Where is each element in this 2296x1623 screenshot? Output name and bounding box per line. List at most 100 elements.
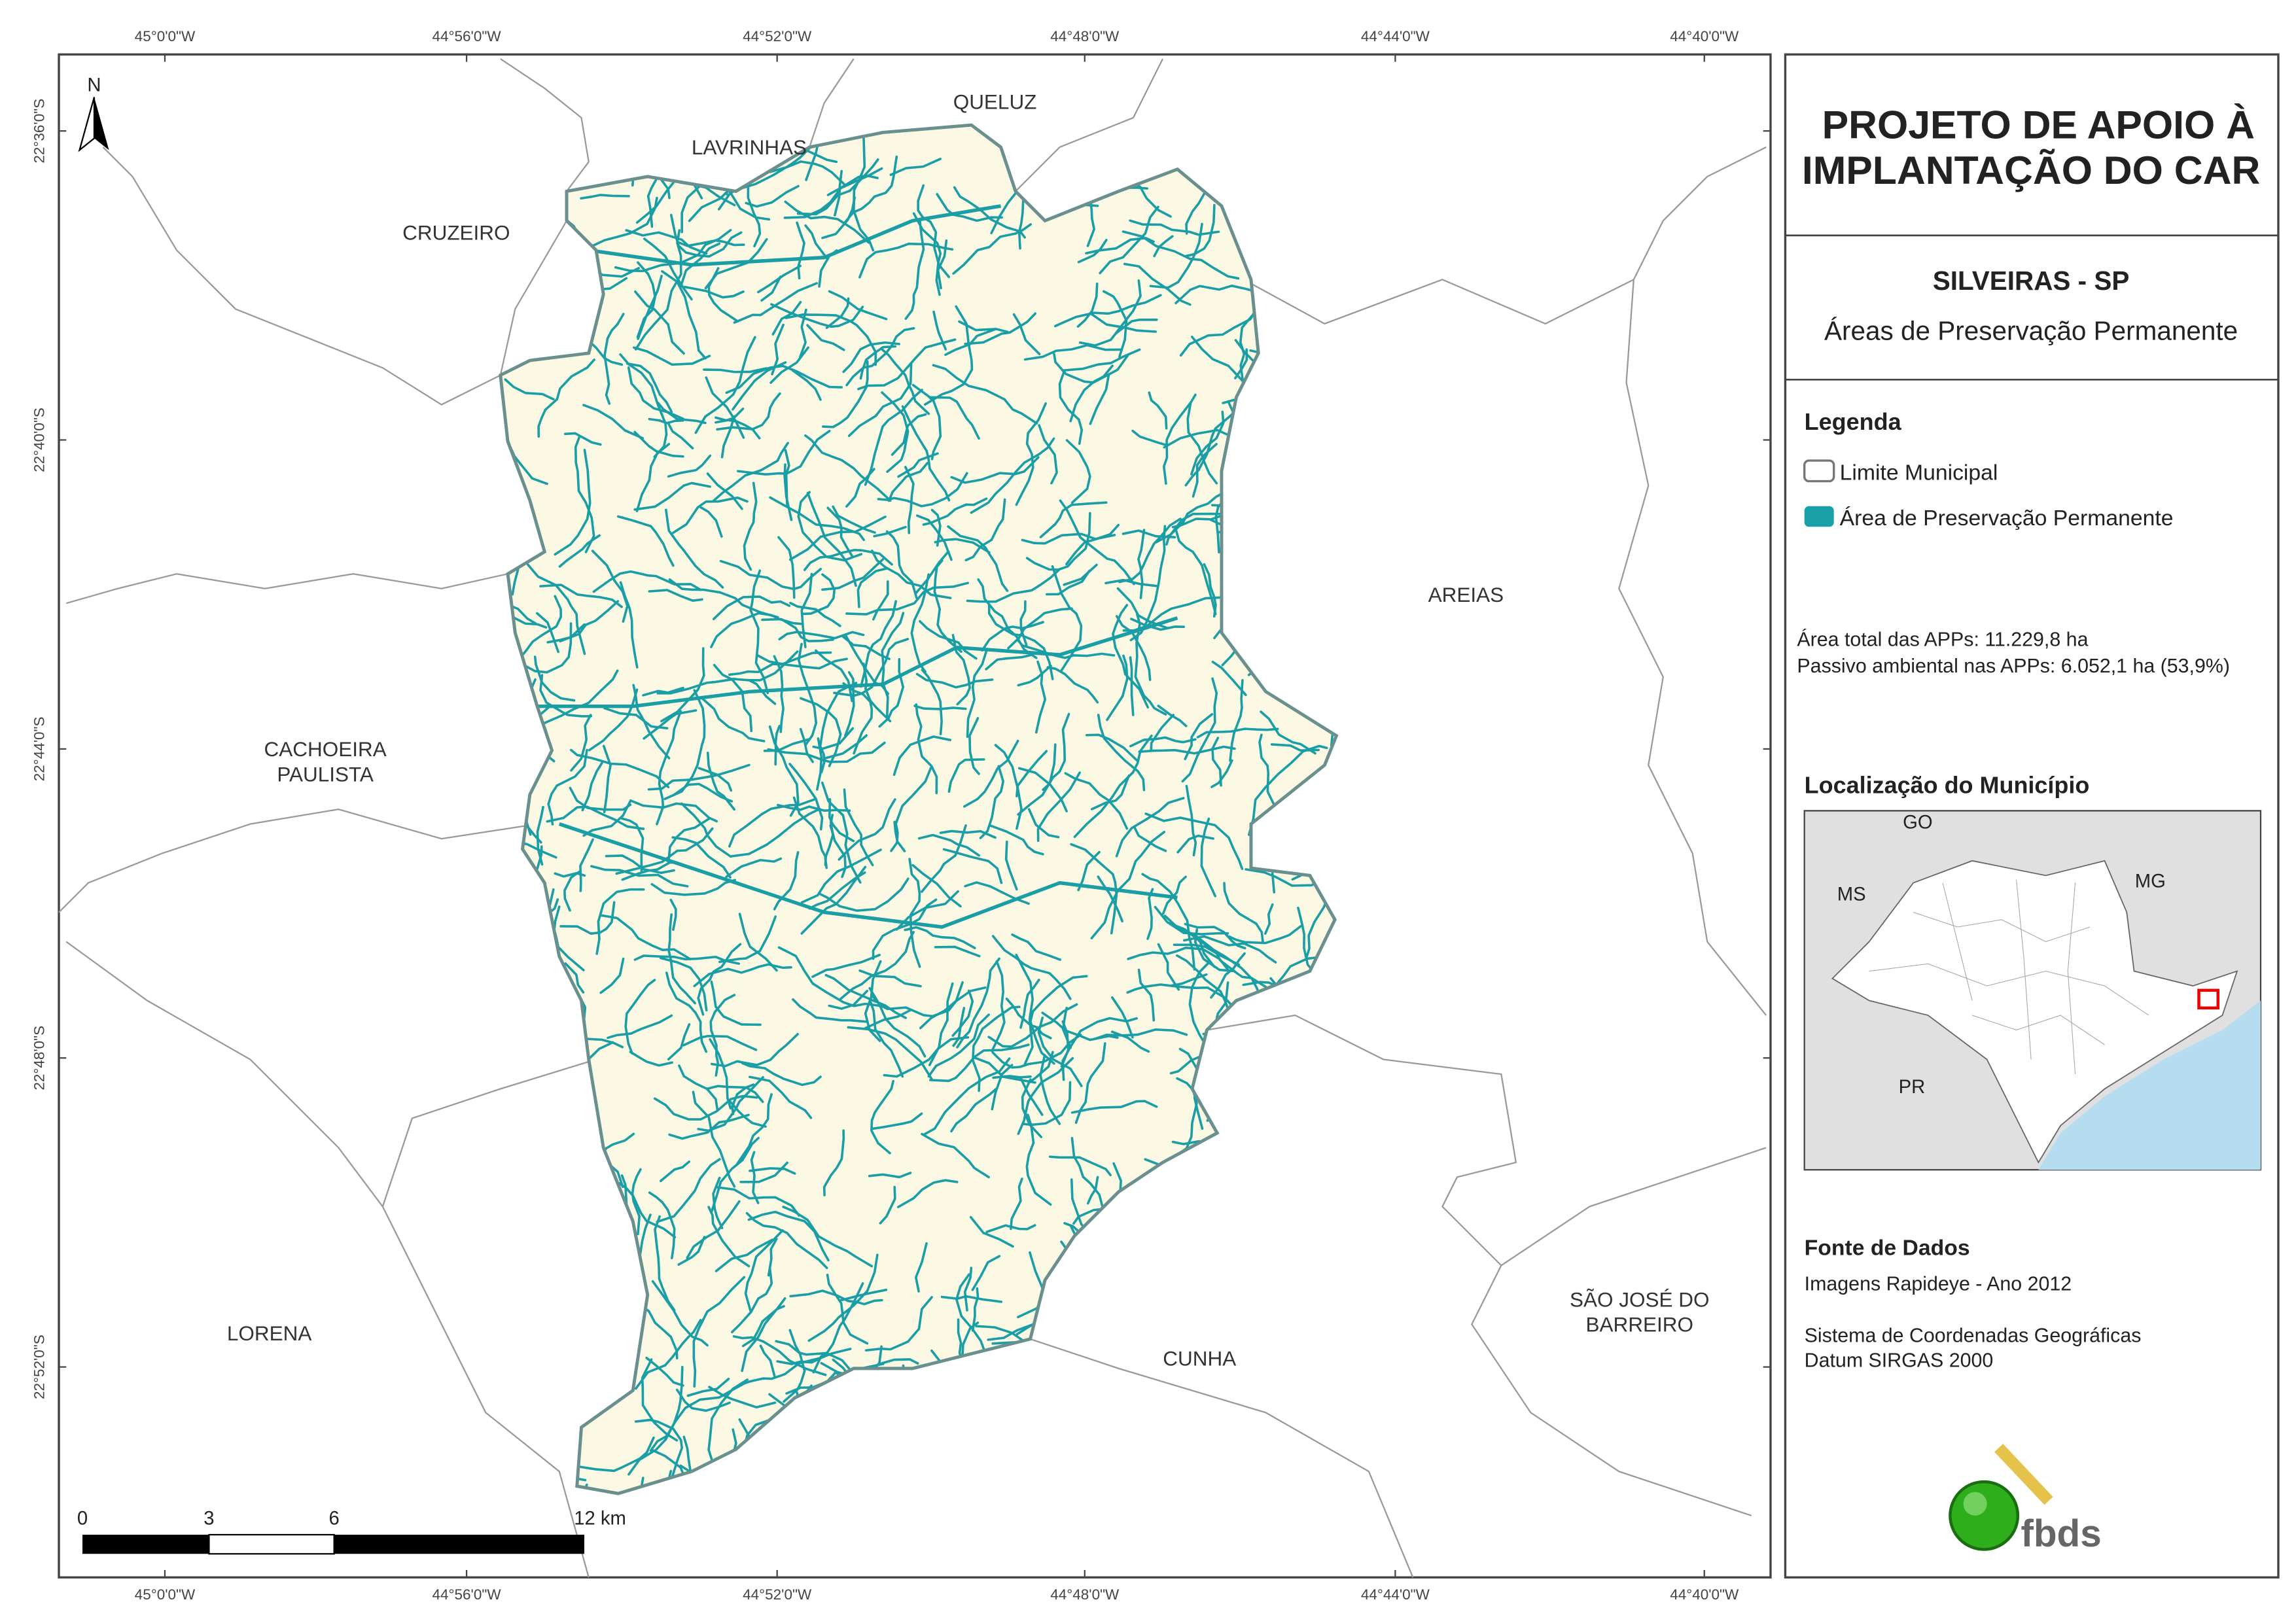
river xyxy=(1015,953,1034,1066)
river xyxy=(828,989,869,1010)
river xyxy=(789,1289,883,1306)
river xyxy=(889,158,942,177)
river xyxy=(675,1388,731,1412)
river xyxy=(582,404,645,440)
river xyxy=(1223,882,1264,943)
river xyxy=(760,275,782,302)
river xyxy=(749,1075,813,1119)
river xyxy=(1064,772,1129,830)
river xyxy=(574,435,595,553)
river xyxy=(1234,348,1248,379)
river xyxy=(963,1266,973,1312)
river xyxy=(989,824,1044,856)
source-line: Imagens Rapideye - Ano 2012 xyxy=(1805,1274,2072,1295)
river xyxy=(969,1215,1014,1248)
river xyxy=(1073,734,1153,838)
river xyxy=(1169,1053,1207,1075)
river xyxy=(868,1172,912,1179)
river xyxy=(1099,205,1159,275)
river xyxy=(678,1064,719,1111)
river xyxy=(677,239,745,247)
river xyxy=(679,242,721,289)
river xyxy=(804,224,829,261)
river xyxy=(1297,907,1321,981)
river xyxy=(1131,429,1169,447)
river xyxy=(904,926,976,950)
river xyxy=(892,735,951,777)
river xyxy=(932,310,947,351)
river xyxy=(733,282,818,324)
river xyxy=(812,1282,864,1374)
river xyxy=(1118,517,1182,584)
place-label: CRUZEIRO xyxy=(402,221,510,245)
info-panel: PROJETO DE APOIO À IMPLANTAÇÃO DO CAR SI… xyxy=(1784,53,2280,1579)
river xyxy=(536,805,544,866)
river xyxy=(864,960,882,1042)
longitude-label: 44°56'0"W xyxy=(433,28,502,44)
river xyxy=(725,857,783,879)
river xyxy=(711,1033,799,1068)
river xyxy=(668,1113,750,1140)
river xyxy=(741,1304,785,1372)
river xyxy=(847,1026,933,1081)
river xyxy=(559,600,620,643)
river xyxy=(1027,808,1060,839)
scale-label: 6 xyxy=(328,1508,339,1529)
river xyxy=(682,1034,758,1051)
scale-label: 12 km xyxy=(574,1508,626,1529)
river xyxy=(665,508,724,589)
river xyxy=(942,848,1003,884)
river xyxy=(821,558,884,591)
river xyxy=(1010,1178,1023,1230)
river xyxy=(872,580,889,621)
river xyxy=(536,612,559,654)
river xyxy=(731,1267,773,1334)
river xyxy=(668,578,779,619)
river xyxy=(1089,374,1110,425)
river xyxy=(826,1274,869,1345)
longitude-label: 44°56'0"W xyxy=(433,1586,502,1603)
river xyxy=(1184,922,1246,950)
river xyxy=(1157,943,1180,991)
river xyxy=(1070,1100,1158,1114)
river xyxy=(933,559,963,654)
river xyxy=(1104,578,1157,587)
river xyxy=(1129,656,1135,716)
river xyxy=(698,505,723,538)
scale-label: 3 xyxy=(203,1508,214,1529)
river xyxy=(686,1378,730,1397)
river xyxy=(1153,235,1174,258)
river xyxy=(711,442,789,503)
river xyxy=(812,727,855,750)
river xyxy=(667,1023,691,1061)
longitude-label: 45°0'0"W xyxy=(135,28,196,44)
river xyxy=(862,662,892,723)
river xyxy=(853,131,875,252)
river xyxy=(922,497,988,526)
scale-bar: 0 3 6 12 km xyxy=(77,1508,626,1555)
river xyxy=(725,364,843,394)
river xyxy=(915,703,938,795)
river xyxy=(1111,996,1134,1039)
river xyxy=(769,496,865,542)
river xyxy=(504,378,555,401)
river xyxy=(705,376,745,439)
river xyxy=(1045,569,1091,596)
legend-item: Limite Municipal xyxy=(1840,460,1998,485)
river xyxy=(1023,343,1122,361)
river xyxy=(958,320,1009,334)
river xyxy=(735,1093,773,1167)
river xyxy=(1041,1011,1119,1041)
river xyxy=(771,300,802,336)
river xyxy=(970,437,1055,514)
river xyxy=(743,481,758,571)
river xyxy=(1130,618,1185,631)
river xyxy=(1190,336,1244,382)
inset-label: MG xyxy=(2135,871,2166,892)
river xyxy=(559,901,616,935)
river xyxy=(789,601,841,627)
river xyxy=(711,1136,760,1213)
river xyxy=(1185,784,1197,857)
longitude-label: 44°48'0"W xyxy=(1050,1586,1120,1603)
